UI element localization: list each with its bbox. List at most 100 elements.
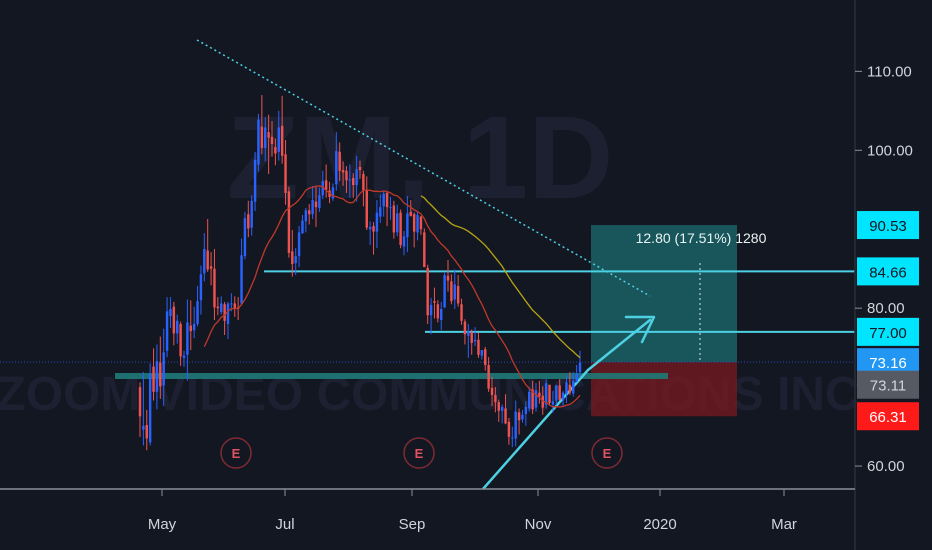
candle [412,212,416,248]
candle [467,323,470,358]
support-zone-band [115,373,668,379]
candle [504,394,507,425]
candle [362,170,365,207]
candle [389,196,392,220]
candle [267,114,270,174]
price-axis[interactable]: 110.00 100.00 80.00 60.00 [855,63,913,475]
candle [270,121,274,157]
price-tag: 66.31 [857,402,919,431]
candle [534,383,538,412]
candle [423,228,426,268]
candle [558,379,561,401]
candle [355,155,358,202]
candle [436,300,440,323]
candle [220,296,223,315]
candle [240,238,243,306]
earnings-marker[interactable]: E [220,437,252,469]
time-tick-label: Mar [771,516,797,533]
svg-text:84.66: 84.66 [869,264,907,281]
candle [304,207,308,233]
svg-text:E: E [232,446,241,461]
candle [494,387,497,413]
moving-average-short [203,185,581,408]
candle [490,376,494,407]
candle [274,138,277,166]
candle [484,346,487,371]
candle [209,252,213,286]
candle [544,379,548,409]
candle [568,372,572,396]
candle [297,226,301,268]
candle [345,166,348,193]
time-tick-label: 2020 [643,516,676,533]
candle [480,350,484,360]
candle [565,375,568,403]
candle [365,176,368,231]
time-tick-label: May [148,516,177,533]
candle [287,186,291,258]
candle [500,404,504,424]
candle [368,221,372,246]
candle [291,230,294,277]
candle [446,260,450,292]
candle [426,264,429,324]
candle [294,248,297,276]
candle [385,191,389,227]
stop-zone[interactable] [591,362,737,417]
candle [162,328,165,407]
candle [206,218,209,272]
candle [233,296,236,317]
earnings-marker[interactable]: E [591,437,623,469]
time-tick-label: Sep [399,516,426,533]
time-axis[interactable]: May Jul Sep Nov 2020 Mar [148,489,797,533]
candle [338,142,341,182]
price-tag: 84.66 [857,257,919,286]
candle [551,391,555,413]
long-position-tool[interactable]: 12.80 (17.51%) 1280 [591,225,767,417]
candle [372,222,375,255]
candle [331,183,335,201]
moving-averages [203,185,581,408]
candle [416,211,419,241]
candle [487,357,490,392]
candle [192,306,196,339]
candle [477,332,480,358]
candle [531,380,534,414]
svg-text:73.11: 73.11 [870,378,906,395]
candle [169,297,172,328]
candle [314,185,318,227]
candle [517,408,521,435]
svg-text:90.53: 90.53 [869,218,907,235]
candle [308,203,311,225]
candle [264,117,267,162]
candle [528,387,531,412]
price-tick-label: 100.00 [867,142,913,159]
candle [352,173,355,198]
moving-average-long [420,195,581,359]
candle [463,319,467,345]
candle [473,327,477,347]
descending-trendline [196,39,651,297]
candle [203,233,206,282]
candle [253,151,257,212]
candle [159,336,162,399]
candle [199,265,203,315]
price-tick-label: 110.00 [867,63,912,80]
candle [572,372,575,397]
candle [514,400,517,447]
candle [341,161,345,186]
candle [433,287,436,319]
candle [521,410,524,423]
candle [392,200,396,239]
candle [524,401,528,426]
target-zone[interactable] [591,225,737,363]
earnings-marker[interactable]: E [403,437,435,469]
candle [555,384,558,406]
candle [548,384,551,405]
candle [182,350,186,367]
candle [460,298,463,325]
candle [280,95,284,164]
candle [429,297,433,335]
svg-text:E: E [603,446,612,461]
